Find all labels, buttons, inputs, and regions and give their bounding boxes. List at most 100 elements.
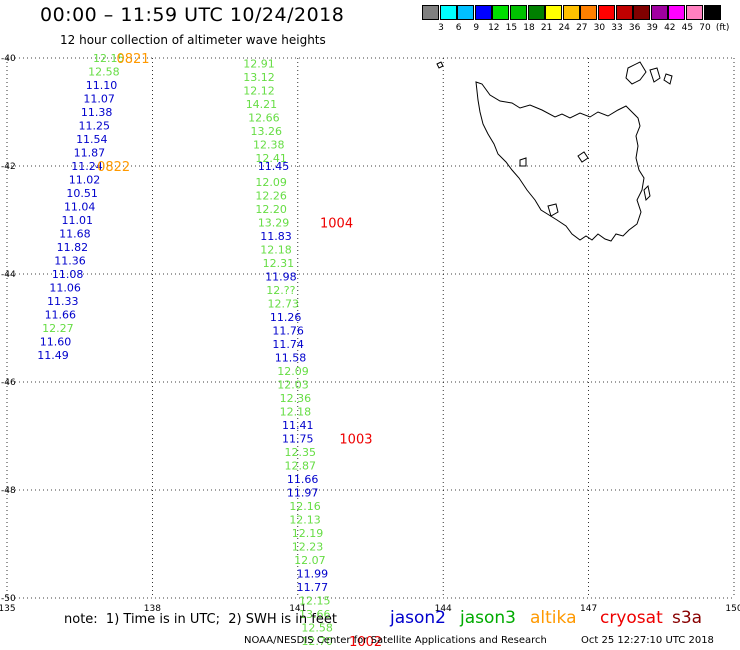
- color-scale-cell: [650, 5, 668, 20]
- swh-label: 12.03: [277, 379, 309, 392]
- swh-label: 12.35: [284, 446, 316, 459]
- island-8: [519, 157, 527, 167]
- swh-label: 11.98: [265, 271, 297, 284]
- island-4: [663, 73, 673, 85]
- swh-label: 11.45: [258, 160, 290, 173]
- swh-label: 12.73: [268, 298, 300, 311]
- color-scale-label: 24: [558, 23, 570, 33]
- swh-label: 12.66: [248, 111, 280, 124]
- swh-label: 12.27: [42, 322, 74, 335]
- swh-label: 12.12: [243, 84, 275, 97]
- generated-timestamp: Oct 25 12:27:10 UTC 2018: [581, 635, 714, 646]
- pass-time-label: 0821: [116, 52, 149, 67]
- island-3: [649, 67, 661, 83]
- swh-label: 11.07: [83, 93, 115, 106]
- color-scale-label: 42: [664, 23, 676, 33]
- color-scale-label: 27: [576, 23, 588, 33]
- color-scale-label: 18: [523, 23, 535, 33]
- swh-label: 12.16: [289, 500, 321, 513]
- color-scale-cell: [703, 5, 721, 20]
- lat-tick-label: -50: [1, 594, 16, 604]
- color-scale-cell: [510, 5, 527, 20]
- swh-label: 11.82: [57, 241, 89, 254]
- swh-label: 12.58: [88, 66, 120, 79]
- swh-label: 12.09: [277, 365, 309, 378]
- pass-time-label: 0822: [97, 160, 130, 175]
- swh-label: 11.97: [287, 487, 319, 500]
- swh-label: 12.15: [299, 595, 331, 608]
- color-scale-cell: [545, 5, 563, 20]
- footer-note: note: 1) Time is in UTC; 2) SWH is in fe…: [64, 612, 337, 627]
- color-scale-cell: [580, 5, 598, 20]
- lat-tick-label: -40: [1, 54, 16, 64]
- swh-label: 11.10: [86, 79, 118, 92]
- color-scale-cell: [474, 5, 492, 20]
- color-scale-cell: [668, 5, 686, 20]
- color-scale-label: 33: [611, 23, 623, 33]
- swh-label: 11.02: [69, 174, 101, 187]
- swh-label: 13.12: [243, 71, 275, 84]
- swh-label: 12.38: [253, 138, 285, 151]
- swh-label: 11.38: [81, 106, 113, 119]
- color-scale-cell: [439, 5, 457, 20]
- legend-jason3: jason3: [460, 608, 516, 628]
- swh-label: 12.70: [301, 635, 333, 648]
- color-scale-cell: [527, 5, 545, 20]
- swh-label: 11.01: [62, 214, 94, 227]
- color-scale-label: 36: [628, 23, 641, 33]
- swh-label: 11.74: [272, 338, 304, 351]
- island-6: [547, 203, 559, 217]
- color-scale-label: 21: [540, 23, 553, 33]
- axis-ticks: 135 138 141 144 147 150 -40 -42 -44 -46 -48 -50: [0, 54, 740, 614]
- color-scale-label: 3: [438, 23, 444, 33]
- swh-label: 11.87: [74, 147, 106, 160]
- swh-label: 11.36: [54, 255, 86, 268]
- color-scale-cell: [422, 5, 439, 20]
- lon-tick-label: 135: [0, 604, 16, 614]
- swh-label: 11.54: [76, 133, 108, 146]
- lon-tick-label: 147: [580, 604, 597, 614]
- swh-label: 12.15: [93, 52, 125, 65]
- swh-label: 11.58: [275, 352, 307, 365]
- swh-label: 11.68: [59, 228, 91, 241]
- color-scale-cell: [562, 5, 580, 20]
- swh-label: 11.08: [52, 268, 84, 281]
- lon-tick-label: 150: [725, 604, 740, 614]
- swh-label: 11.75: [282, 433, 314, 446]
- swh-label: 11.06: [49, 282, 81, 295]
- pass-time-label: 1004: [320, 217, 353, 232]
- page-subtitle: 12 hour collection of altimeter wave hei…: [60, 33, 326, 47]
- color-scale-cell: [492, 5, 510, 20]
- swh-label: 12.19: [292, 527, 324, 540]
- page-title: 00:00 – 11:59 UTC 10/24/2018: [40, 4, 345, 26]
- legend-s3a: s3a: [672, 608, 703, 628]
- swh-label: 12.36: [280, 392, 312, 405]
- swh-label: 12.58: [301, 622, 333, 635]
- swh-label: 11.49: [37, 349, 69, 362]
- lon-tick-label: 141: [289, 604, 306, 614]
- tasmania-coastline: [436, 61, 673, 242]
- swh-label: 12.41: [255, 152, 287, 165]
- swh-label: 12.26: [255, 190, 287, 203]
- color-scale-label: 12: [488, 23, 500, 33]
- color-scale-cell: [598, 5, 615, 20]
- swh-label: 12.09: [255, 176, 287, 189]
- swh-label: 12.87: [284, 460, 316, 473]
- island-1: [436, 61, 444, 69]
- swh-label: 11.76: [272, 325, 304, 338]
- swh-label: 11.60: [40, 336, 72, 349]
- color-scale-cell: [686, 5, 703, 20]
- credit-line: NOAA/NESDIS Center for Satellite Applica…: [244, 635, 547, 646]
- lat-tick-label: -42: [1, 162, 16, 172]
- color-scale-label: (ft): [715, 23, 730, 33]
- lat-tick-label: -44: [1, 270, 16, 280]
- color-scale-cell: [457, 5, 475, 20]
- swh-label: 11.41: [282, 419, 314, 432]
- swh-label: 11.25: [78, 120, 110, 133]
- swh-label: 11.26: [270, 311, 302, 324]
- color-scale-label: 15: [505, 23, 518, 33]
- map-grid: [6, 57, 735, 599]
- swh-label: 14.21: [246, 98, 278, 111]
- pass-time-label: 1003: [339, 433, 372, 448]
